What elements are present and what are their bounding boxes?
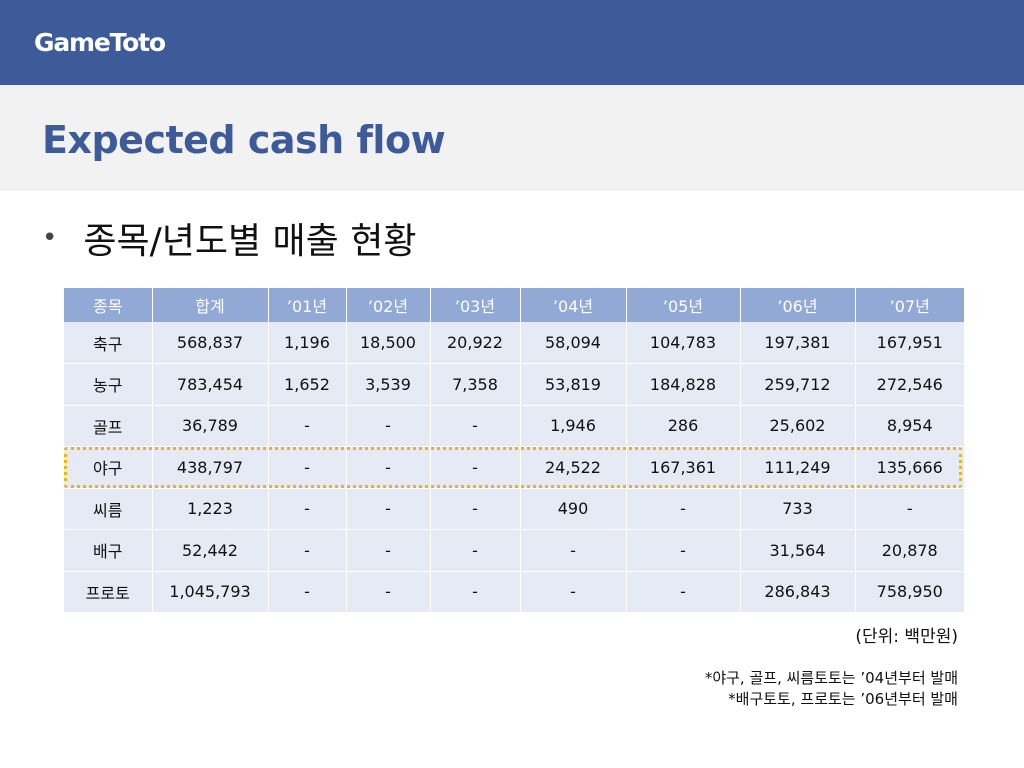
bullet-dot-icon: • xyxy=(42,223,58,253)
table-cell: 783,454 xyxy=(152,363,269,406)
table-cell: 111,249 xyxy=(740,446,856,489)
footnotes: *야구, 골프, 씨름토토는 ’04년부터 발매 *배구토토, 프로토는 ’06… xyxy=(705,668,958,710)
table-cell: - xyxy=(430,488,521,530)
table-cell: 167,951 xyxy=(855,322,964,364)
table-cell: - xyxy=(626,571,741,613)
table-cell: 36,789 xyxy=(152,405,269,447)
table-cell: 20,878 xyxy=(855,529,964,572)
table-cell: - xyxy=(268,405,347,447)
footnote-2: *배구토토, 프로토는 ’06년부터 발매 xyxy=(728,690,958,708)
table-cell: - xyxy=(346,446,431,489)
table-cell: - xyxy=(268,571,347,613)
table-cell: 25,602 xyxy=(740,405,856,447)
row-label-cell: 프로토 xyxy=(64,571,153,613)
column-header: ’04년 xyxy=(520,288,627,322)
column-header: ’01년 xyxy=(268,288,347,322)
table-cell: - xyxy=(626,488,741,530)
table-header-row: 종목 합계 ’01년 ’02년 ’03년 ’04년 ’05년 ’06년 ’07년 xyxy=(64,288,964,322)
table-cell: 1,223 xyxy=(152,488,269,530)
table-cell: 167,361 xyxy=(626,446,741,489)
table-cell: 286,843 xyxy=(740,571,856,613)
table-cell: - xyxy=(855,488,964,530)
table-cell: 20,922 xyxy=(430,322,521,364)
slide-title: Expected cash flow xyxy=(42,118,446,162)
column-header: 합계 xyxy=(152,288,269,322)
table-cell: - xyxy=(430,571,521,613)
row-label-cell: 축구 xyxy=(64,322,153,364)
column-header: ’07년 xyxy=(855,288,964,322)
bullet-text: 종목/년도별 매출 현황 xyxy=(83,221,417,262)
table-cell: - xyxy=(346,488,431,530)
table-cell: - xyxy=(268,446,347,489)
table-cell: 18,500 xyxy=(346,322,431,364)
column-header: ’02년 xyxy=(346,288,431,322)
title-band: Expected cash flow xyxy=(0,85,1024,191)
brand-logo-text: GameToto xyxy=(34,28,166,57)
table-cell: - xyxy=(626,529,741,572)
table-cell: 490 xyxy=(520,488,627,530)
table-cell: - xyxy=(346,529,431,572)
table-cell: 53,819 xyxy=(520,363,627,406)
table-cell: 197,381 xyxy=(740,322,856,364)
table-cell: 31,564 xyxy=(740,529,856,572)
table-cell: 259,712 xyxy=(740,363,856,406)
top-bar: GameToto xyxy=(0,0,1024,85)
table-row: 축구 568,837 1,196 18,500 20,922 58,094 104,783 1… xyxy=(64,322,964,364)
table-cell: 438,797 xyxy=(152,446,269,489)
table-row: 프로토 1,045,793- - - - -286,843 758,950 xyxy=(64,571,964,613)
table-cell: 1,652 xyxy=(268,363,347,406)
table-cell: 733 xyxy=(740,488,856,530)
table-cell: 568,837 xyxy=(152,322,269,364)
column-header: ’03년 xyxy=(430,288,521,322)
table-cell: 24,522 xyxy=(520,446,627,489)
table-cell: 1,045,793 xyxy=(152,571,269,613)
table-cell: 135,666 xyxy=(855,446,964,489)
table-body: 축구 568,837 1,196 18,500 20,922 58,094 104,783 1… xyxy=(64,322,964,613)
row-label-cell: 배구 xyxy=(64,529,153,572)
table-cell: 1,196 xyxy=(268,322,347,364)
table-row: 야구 438,797- - -24,522 167,361 111,249 135,666 xyxy=(64,446,964,489)
row-label-cell: 골프 xyxy=(64,405,153,447)
table-cell: 104,783 xyxy=(626,322,741,364)
table-cell: 7,358 xyxy=(430,363,521,406)
table-cell: 1,946 xyxy=(520,405,627,447)
column-header: ’06년 xyxy=(740,288,856,322)
table-cell: 52,442 xyxy=(152,529,269,572)
table-cell: 58,094 xyxy=(520,322,627,364)
row-label-cell: 야구 xyxy=(64,446,153,489)
unit-note: (단위: 백만원) xyxy=(855,627,958,647)
table-cell: 184,828 xyxy=(626,363,741,406)
table-row: 배구 52,442- - - - -31,564 20,878 xyxy=(64,529,964,572)
column-header: ’05년 xyxy=(626,288,741,322)
row-label-cell: 씨름 xyxy=(64,488,153,530)
sales-table: 종목 합계 ’01년 ’02년 ’03년 ’04년 ’05년 ’06년 ’07년… xyxy=(64,288,964,613)
table-cell: 3,539 xyxy=(346,363,431,406)
table-cell: 758,950 xyxy=(855,571,964,613)
table-cell: - xyxy=(520,571,627,613)
table-row: 씨름 1,223- - -490-733- xyxy=(64,488,964,530)
table-cell: - xyxy=(268,488,347,530)
table-cell: - xyxy=(430,446,521,489)
table-cell: - xyxy=(268,529,347,572)
table-cell: - xyxy=(346,405,431,447)
bullet-item: • 종목/년도별 매출 현황 xyxy=(42,214,416,262)
table-cell: 8,954 xyxy=(855,405,964,447)
table-cell: - xyxy=(346,571,431,613)
table-cell: - xyxy=(430,405,521,447)
table-row: 농구 783,454 1,652 3,539 7,358 53,819 184,828 259… xyxy=(64,363,964,406)
table-cell: - xyxy=(520,529,627,572)
sales-table-container: 종목 합계 ’01년 ’02년 ’03년 ’04년 ’05년 ’06년 ’07년… xyxy=(64,288,964,613)
table-row: 골프 36,789- - -1,946 286 25,602 8,954 xyxy=(64,405,964,447)
column-header: 종목 xyxy=(64,288,153,322)
table-cell: 272,546 xyxy=(855,363,964,406)
row-label-cell: 농구 xyxy=(64,363,153,406)
table-cell: 286 xyxy=(626,405,741,447)
footnote-1: *야구, 골프, 씨름토토는 ’04년부터 발매 xyxy=(704,669,958,687)
table-cell: - xyxy=(430,529,521,572)
